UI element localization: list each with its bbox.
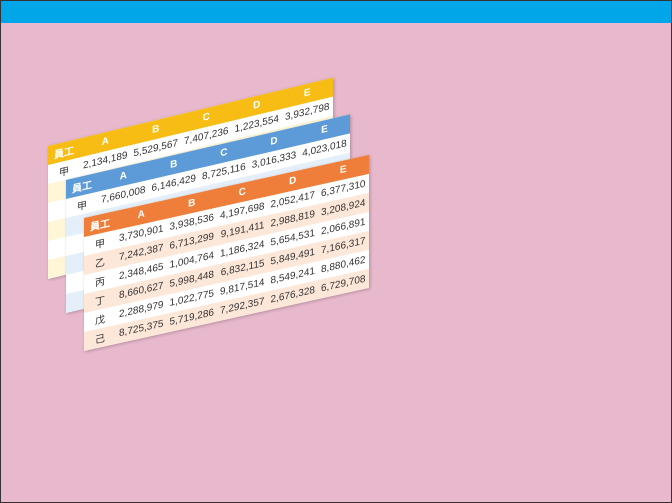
top-bar <box>1 1 671 23</box>
